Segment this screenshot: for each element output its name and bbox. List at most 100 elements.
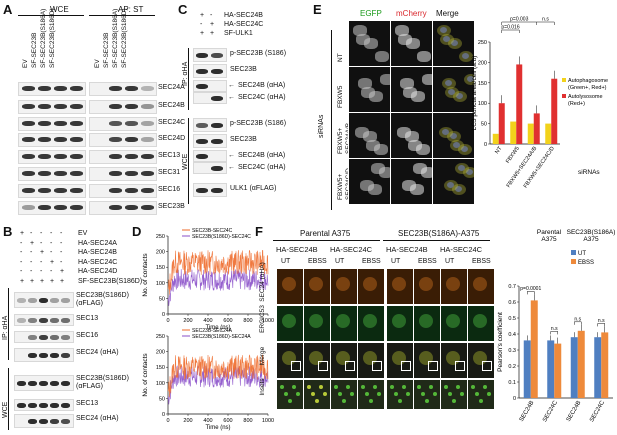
e-nucleus (450, 133, 457, 139)
e-bar-autolysosome (551, 78, 558, 144)
b-sign: - (30, 258, 33, 266)
a-row-label: SEC23B (158, 203, 185, 210)
e-cell (369, 91, 383, 102)
e-bar-autophagosome (545, 123, 552, 144)
e-micrograph (348, 20, 391, 67)
b-row-label: SEC23B(S186D) (αFLAG) (76, 375, 129, 390)
f-ytick-label: 0.2 (508, 364, 516, 370)
f-punctum (284, 392, 288, 396)
b-band (39, 334, 48, 340)
e-nucleus (440, 27, 447, 33)
b-band (17, 402, 26, 408)
a-lane-label: SF-SEC23B(S186A) (112, 8, 119, 68)
f-micrograph (467, 342, 495, 379)
e-cell (410, 184, 424, 195)
e-cell (416, 144, 430, 155)
b-band (50, 380, 59, 386)
e-cell (361, 87, 375, 98)
d-ytick-label: 150 (156, 365, 165, 371)
b-sign: - (40, 230, 43, 237)
a-band (141, 154, 154, 159)
f-punctum (338, 392, 342, 396)
a-lane-label: EV (22, 59, 29, 68)
c-sign: + (210, 30, 215, 37)
e-cell (421, 167, 432, 178)
e-nucleus (467, 76, 474, 82)
f-legend-swatch (571, 250, 576, 255)
c-band (196, 83, 208, 89)
f-micrograph (330, 305, 358, 342)
a-band (109, 154, 122, 159)
f-punctum (429, 385, 433, 389)
panel-letter-a: A (3, 2, 13, 17)
c-blot (193, 48, 227, 62)
e-col-egfp: EGFP (360, 9, 382, 18)
panel-letter-b: B (3, 224, 13, 239)
f-s186a-line (383, 240, 490, 241)
c-row-label: SEC24C (αHA) (238, 164, 286, 171)
e-ytick-label: 0 (484, 142, 487, 148)
b-blot (14, 292, 74, 308)
c-sign: + (200, 12, 205, 19)
f-punctum (288, 399, 292, 403)
e-nucleus (445, 80, 452, 86)
d-ytick-label: 200 (156, 250, 165, 256)
e-row-label: FBXW5 (337, 85, 344, 108)
a-band (22, 171, 35, 176)
c-band (196, 52, 208, 58)
b-band (61, 402, 70, 408)
e-cell (356, 34, 370, 45)
b-band (39, 418, 48, 424)
a-blot-ap (89, 82, 157, 96)
c-condition-label: SF-ULK1 (224, 30, 253, 37)
a-band (70, 171, 83, 176)
a-lane-label: SF-SEC23B(S186D) (121, 8, 128, 68)
d-trace-bottom (167, 354, 269, 398)
f-cell (473, 277, 487, 291)
f-treatment-label: UT (445, 258, 455, 265)
e-cell (400, 78, 414, 89)
d-xlabel: Time (ns) (205, 425, 230, 431)
a-row-label: SEC13 (158, 152, 181, 159)
e-cell (353, 25, 367, 36)
a-band (54, 188, 67, 193)
a-blot-ap (89, 201, 157, 215)
f-chart-title-1b: A375 (541, 236, 557, 243)
a-band (54, 137, 67, 142)
a-band (125, 121, 138, 126)
b-sign: - (60, 258, 63, 266)
b-sign: + (50, 258, 55, 266)
c-blot (193, 134, 227, 148)
b-sign: - (20, 268, 23, 275)
f-punctum (483, 385, 487, 389)
b-band (50, 352, 59, 358)
f-inset-box (401, 361, 411, 371)
f-micrograph (386, 342, 414, 379)
c-sign: + (210, 21, 215, 28)
b-band (28, 334, 37, 340)
f-micrograph (303, 379, 331, 410)
b-sign: - (20, 258, 23, 266)
c-condition-label: HA-SEC24B (224, 12, 263, 19)
b-blot (14, 414, 74, 428)
d-xtick-label: 600 (223, 418, 232, 424)
a-blot-ap (89, 100, 157, 114)
f-treatment-label: UT (335, 258, 345, 265)
a-band (109, 121, 122, 126)
f-cell (309, 277, 323, 291)
e-legend-label: Autophagosome (568, 78, 608, 84)
a-row-label: SEC16 (158, 186, 181, 193)
panel-letter-e: E (313, 2, 322, 17)
c-blot (193, 150, 227, 162)
a-band (38, 137, 51, 142)
c-band (196, 68, 208, 74)
c-row-label: SEC23B (230, 66, 257, 73)
f-micrograph (413, 305, 441, 342)
c-arrow: ← (228, 94, 235, 101)
e-cell (374, 144, 388, 155)
b-sign: - (40, 258, 43, 266)
f-bar-ut (547, 340, 555, 398)
e-cell (442, 78, 456, 89)
e-cell (397, 127, 411, 138)
d-xtick-label: 1000 (262, 418, 274, 424)
